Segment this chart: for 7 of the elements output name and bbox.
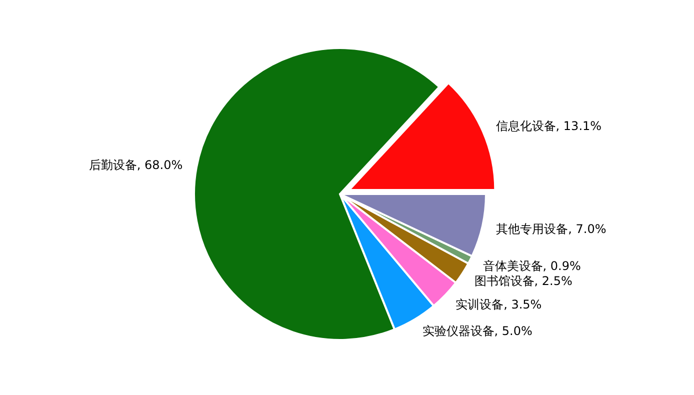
slice-label: 实验仪器设备, 5.0% bbox=[422, 324, 532, 338]
slice-label: 音体美设备, 0.9% bbox=[482, 259, 581, 274]
slice-label: 其他专用设备, 7.0% bbox=[496, 222, 606, 236]
slice-label: 后勤设备, 68.0% bbox=[88, 158, 183, 172]
slice-label: 实训设备, 3.5% bbox=[456, 298, 542, 312]
slice-label: 信息化设备, 13.1% bbox=[496, 118, 602, 133]
slice-label: 图书馆设备, 2.5% bbox=[474, 274, 572, 288]
